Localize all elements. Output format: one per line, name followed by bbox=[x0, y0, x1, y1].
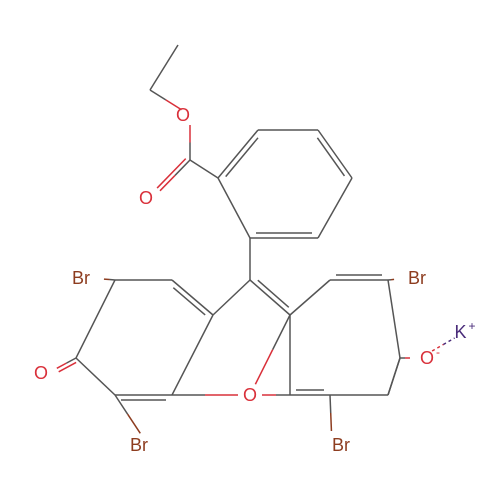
svg-text:O: O bbox=[34, 363, 48, 383]
molecule-diagram: O O O- K+ O O Br Br Br Br bbox=[0, 0, 500, 500]
svg-text:O-: O- bbox=[420, 345, 440, 368]
svg-text:K+: K+ bbox=[454, 319, 475, 342]
svg-text:O: O bbox=[139, 188, 153, 208]
svg-text:Br: Br bbox=[332, 435, 350, 455]
svg-text:O: O bbox=[243, 385, 257, 405]
svg-text:Br: Br bbox=[72, 268, 90, 288]
svg-text:O: O bbox=[176, 105, 190, 125]
svg-text:Br: Br bbox=[408, 268, 426, 288]
svg-text:Br: Br bbox=[130, 435, 148, 455]
